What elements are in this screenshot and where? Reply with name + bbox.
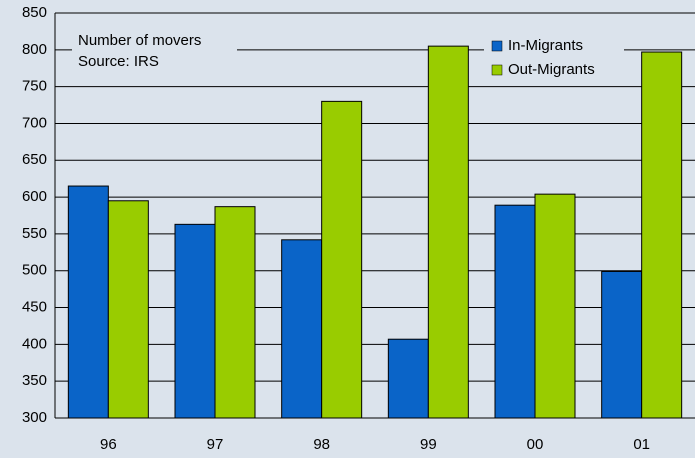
bar	[427, 45, 469, 419]
bar	[174, 223, 216, 419]
bar	[281, 239, 323, 419]
legend-box	[484, 34, 624, 84]
y-tick-label: 600	[22, 188, 47, 205]
bar	[321, 100, 363, 419]
x-tick-label: 01	[633, 436, 650, 453]
x-tick-label: 99	[420, 436, 437, 453]
y-tick-label: 750	[22, 78, 47, 95]
bar	[601, 270, 643, 419]
bar	[387, 338, 429, 419]
y-tick-label: 450	[22, 299, 47, 316]
annotation: Number of movers	[78, 32, 201, 49]
y-tick-label: 350	[22, 372, 47, 389]
bar	[214, 206, 256, 419]
legend-swatch	[491, 40, 503, 52]
y-tick-label: 500	[22, 262, 47, 279]
y-tick-label: 650	[22, 151, 47, 168]
x-tick-label: 98	[313, 436, 330, 453]
x-tick-label: 97	[207, 436, 224, 453]
bar	[494, 204, 536, 419]
x-tick-label: 00	[527, 436, 544, 453]
legend-swatch	[491, 64, 503, 76]
annotation-bg	[72, 28, 237, 74]
bar	[67, 185, 109, 419]
annotation: Source: IRS	[78, 53, 159, 70]
y-tick-label: 850	[22, 4, 47, 21]
bar	[641, 51, 683, 419]
y-tick-label: 300	[22, 409, 47, 426]
legend-label: Out-Migrants	[508, 61, 595, 78]
y-tick-label: 700	[22, 114, 47, 131]
y-tick-label: 550	[22, 225, 47, 242]
bar	[534, 193, 576, 419]
y-tick-label: 800	[22, 41, 47, 58]
x-tick-label: 96	[100, 436, 117, 453]
legend-label: In-Migrants	[508, 37, 583, 54]
bar	[107, 200, 149, 419]
y-tick-label: 400	[22, 335, 47, 352]
